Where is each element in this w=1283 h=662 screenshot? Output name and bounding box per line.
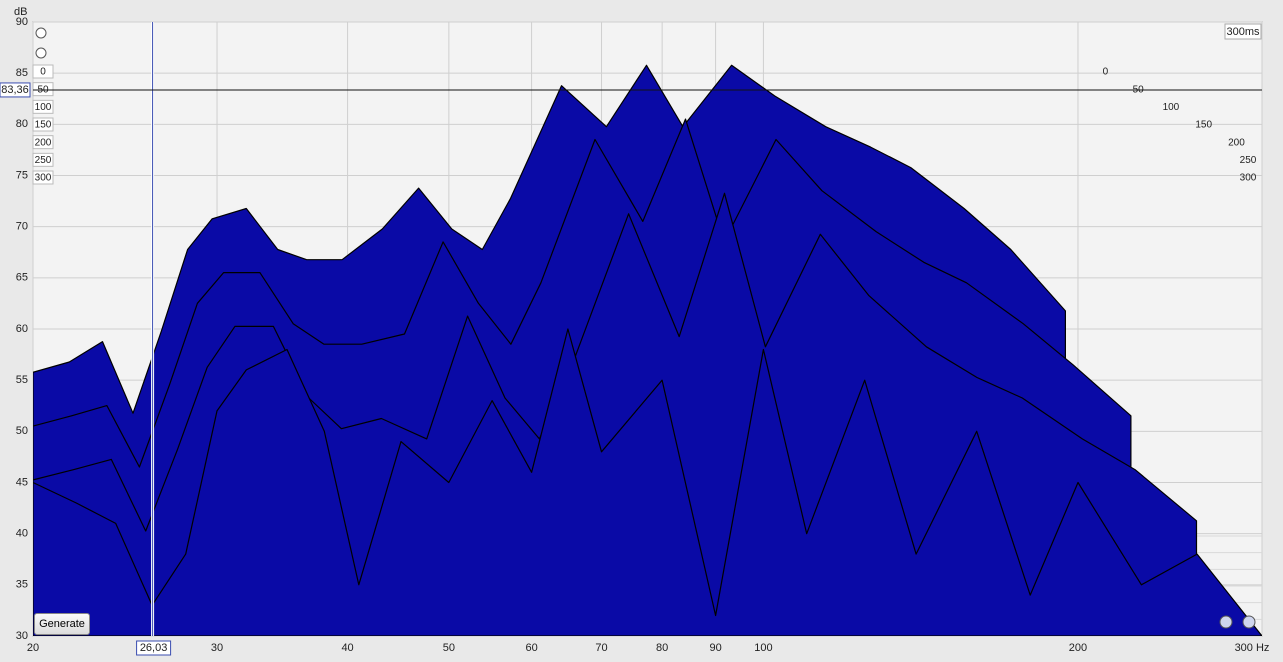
time-tick-label: 300 [1240,173,1257,184]
x-tick-label: 60 [525,642,537,654]
time-tick-label: 100 [35,102,52,113]
x-tick-label: 90 [709,642,721,654]
x-tick-label: 40 [341,642,353,654]
y-tick-label: 40 [16,528,28,540]
time-tick-label: 150 [1195,120,1212,131]
time-tick-box [32,99,54,114]
y-tick-label: 70 [16,221,28,233]
y-tick-label: 50 [16,425,28,437]
x-tick-label: 20 [27,642,39,654]
y-tick-label: 75 [16,169,28,181]
cursor-x-label: 26,03 [140,642,168,654]
time-tick-box [32,152,54,167]
time-tick-label: 200 [35,137,52,148]
generate-button[interactable]: Generate [34,613,90,635]
time-tick-box [32,64,54,79]
x-tick-label: 50 [443,642,455,654]
time-tick-label: 300 [35,173,52,184]
time-tick-label: 250 [1240,155,1257,166]
x-tick-label: 70 [595,642,607,654]
cursor-x-box [136,640,172,656]
time-tick-label: 100 [1163,102,1180,113]
x-tick-label: 100 [754,642,772,654]
y-tick-label: 35 [16,579,28,591]
time-tick-box [32,170,54,185]
time-tick-box [32,117,54,132]
x-tick-label: 30 [211,642,223,654]
y-tick-label: 90 [16,16,28,28]
time-tick-label: 0 [1103,67,1109,78]
time-tick-label: 200 [1228,137,1245,148]
y-tick-label: 30 [16,630,28,642]
time-tick-label: 150 [35,120,52,131]
time-label: 300ms [1226,26,1260,38]
y-tick-label: 60 [16,323,28,335]
time-tick-box [32,82,54,97]
time-label-box [1224,23,1262,40]
time-tick-label: 250 [35,155,52,166]
cursor-y-label: 83,36 [1,84,29,96]
zoom-icons[interactable] [35,27,1256,629]
y-tick-label: 65 [16,272,28,284]
slices [33,64,1262,636]
time-tick-label: 0 [40,67,46,78]
y-tick-label: 80 [16,118,28,130]
x-tick-label: 300 Hz [1235,642,1270,654]
y-tick-label: 55 [16,374,28,386]
cursor-y-box [0,82,31,98]
x-tick-label: 80 [656,642,668,654]
y-axis-label: dB [14,6,27,18]
time-tick-box [32,135,54,150]
x-tick-label: 200 [1069,642,1087,654]
overlay: 0 0 50 50 100 100 150 150 200 200 250 250 300 300 26,0… [0,22,1262,656]
slice [33,328,1262,636]
y-tick-label: 45 [16,476,28,488]
y-tick-label: 85 [16,67,28,79]
